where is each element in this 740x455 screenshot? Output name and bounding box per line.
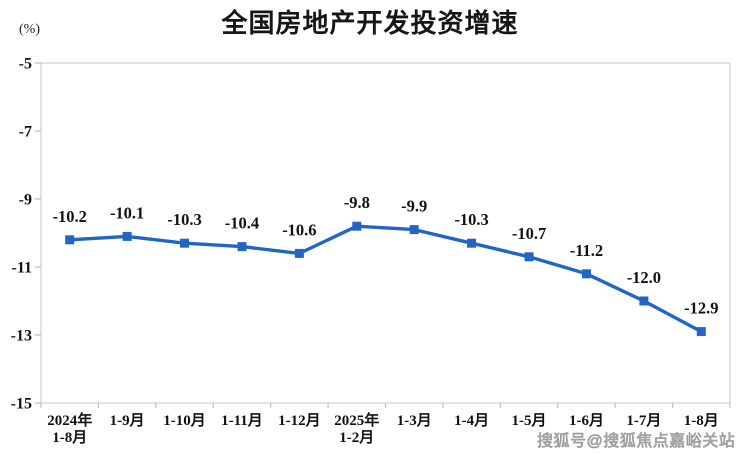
svg-text:-11: -11 <box>12 260 32 277</box>
svg-text:-10.1: -10.1 <box>110 203 144 222</box>
svg-text:-10.3: -10.3 <box>167 210 201 229</box>
svg-text:1-9月: 1-9月 <box>110 412 145 429</box>
svg-text:-10.4: -10.4 <box>225 214 259 233</box>
data-labels: -10.2 -10.1 -10.3 -10.4 -10.6 -9.8 -9.9 -10.3 -1… <box>53 193 719 317</box>
series-line <box>68 224 703 334</box>
data-points <box>65 221 706 337</box>
svg-text:1-10月: 1-10月 <box>163 412 206 429</box>
svg-text:-9.8: -9.8 <box>344 193 370 212</box>
svg-text:1-7月: 1-7月 <box>626 412 661 429</box>
svg-text:-13: -13 <box>11 328 32 345</box>
svg-text:-9: -9 <box>19 192 32 209</box>
svg-text:1-5月: 1-5月 <box>512 412 547 429</box>
svg-text:1-3月: 1-3月 <box>397 412 432 429</box>
svg-text:-15: -15 <box>11 396 32 413</box>
svg-text:1-8月: 1-8月 <box>52 429 87 446</box>
svg-text:1-11月: 1-11月 <box>221 412 263 429</box>
svg-text:-11.2: -11.2 <box>570 241 603 260</box>
chart-title: 全国房地产开发投资增速 <box>221 8 519 38</box>
svg-text:1-4月: 1-4月 <box>454 412 489 429</box>
svg-text:-7: -7 <box>19 124 32 141</box>
svg-text:1-6月: 1-6月 <box>569 412 604 429</box>
watermark-text: 搜狐号@搜狐焦点嘉峪关站 <box>537 433 736 451</box>
svg-text:-5: -5 <box>19 56 32 73</box>
svg-text:1-12月: 1-12月 <box>278 412 321 429</box>
svg-text:-12.0: -12.0 <box>627 268 661 287</box>
plot-border <box>40 62 731 404</box>
svg-text:-10.6: -10.6 <box>282 220 316 239</box>
y-axis-unit-label: (%) <box>19 22 40 37</box>
svg-text:-10.3: -10.3 <box>454 210 488 229</box>
svg-text:2024年: 2024年 <box>47 411 92 429</box>
y-axis: -5 -7 -9 -11 -13 -15 <box>11 56 41 413</box>
svg-text:2025年: 2025年 <box>334 411 379 429</box>
svg-text:-10.7: -10.7 <box>512 224 546 243</box>
svg-text:1-8月: 1-8月 <box>684 412 719 429</box>
svg-text:-10.2: -10.2 <box>53 207 87 226</box>
svg-text:-9.9: -9.9 <box>401 197 427 216</box>
svg-text:1-2月: 1-2月 <box>339 429 374 446</box>
svg-text:-12.9: -12.9 <box>684 299 718 318</box>
